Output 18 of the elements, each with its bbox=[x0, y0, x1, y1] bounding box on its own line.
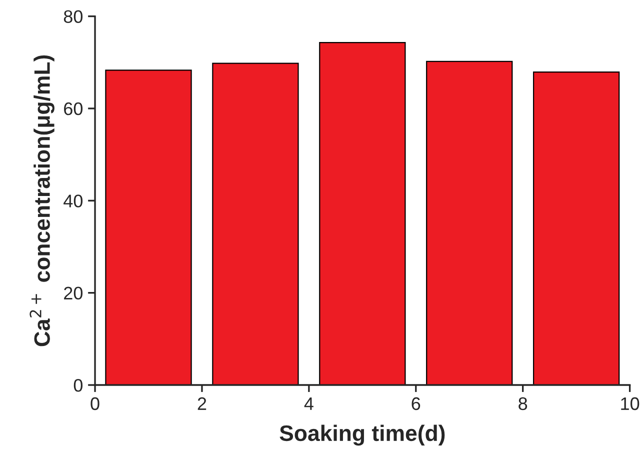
bar bbox=[532, 71, 620, 386]
x-tick-label: 4 bbox=[304, 397, 314, 410]
y-axis-title: Ca$^{2+}$ concentration(μg/mL) bbox=[30, 55, 54, 346]
y-tick-label: 60 bbox=[64, 102, 83, 116]
x-tick-label: 6 bbox=[412, 397, 420, 410]
bar bbox=[426, 60, 513, 386]
x-tick-label: 0 bbox=[90, 397, 100, 410]
y-tick-label: 40 bbox=[64, 194, 83, 208]
y-tick-label: 0 bbox=[74, 378, 83, 392]
x-tick-label: 8 bbox=[518, 397, 528, 410]
bar bbox=[212, 62, 299, 386]
x-tick-label: 2 bbox=[198, 397, 206, 410]
x-tick-label: 10 bbox=[621, 397, 640, 410]
x-axis-title: Soaking time(d) bbox=[280, 424, 445, 446]
y-tick-label: 20 bbox=[64, 286, 83, 300]
bar bbox=[319, 42, 406, 386]
bar bbox=[105, 70, 192, 386]
y-tick-label: 80 bbox=[64, 10, 83, 23]
